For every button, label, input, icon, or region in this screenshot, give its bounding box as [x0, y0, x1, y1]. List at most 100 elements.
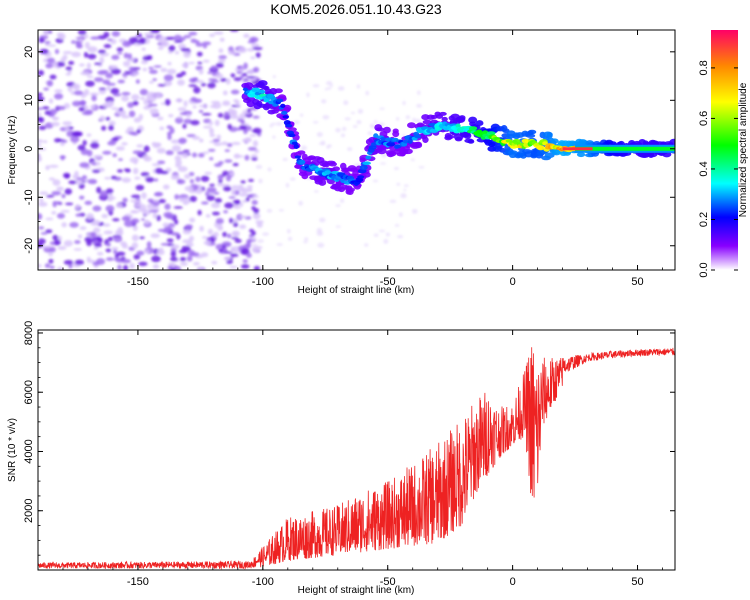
noise-speck	[337, 86, 345, 91]
noise-speck	[71, 131, 82, 137]
noise-speck	[231, 185, 240, 190]
noise-speck	[234, 68, 240, 72]
noise-speck	[148, 80, 154, 84]
noise-speck	[121, 115, 130, 119]
noise-speck	[151, 163, 161, 167]
noise-speck	[252, 195, 259, 198]
noise-speck	[160, 67, 168, 73]
noise-speck	[78, 106, 85, 112]
noise-speck	[121, 243, 129, 249]
noise-speck	[201, 113, 212, 116]
noise-speck	[142, 67, 148, 72]
noise-speck	[136, 129, 142, 134]
noise-speck	[86, 62, 92, 69]
ridge-core	[486, 131, 496, 136]
ridge-halo	[297, 150, 306, 155]
noise-speck	[174, 50, 180, 55]
noise-speck	[75, 213, 82, 217]
noise-speck	[67, 86, 73, 92]
noise-speck	[49, 74, 57, 80]
noise-speck	[129, 262, 135, 269]
noise-speck	[96, 251, 104, 256]
noise-speck	[110, 175, 117, 180]
y-tick-label: 6000	[23, 380, 35, 404]
colorbar-tick-label: 0.2	[698, 212, 710, 227]
noise-speck	[199, 138, 204, 143]
ridge-core	[280, 103, 286, 108]
noise-speck	[72, 84, 79, 89]
ridge-halo	[392, 130, 400, 138]
noise-speck	[201, 236, 208, 239]
noise-speck	[87, 178, 98, 185]
noise-speck	[38, 92, 43, 97]
noise-speck	[183, 51, 191, 58]
noise-speck	[403, 188, 407, 192]
noise-speck	[136, 144, 144, 148]
noise-speck	[149, 103, 158, 107]
noise-speck	[403, 184, 409, 187]
noise-speck	[233, 99, 239, 103]
noise-speck	[224, 159, 233, 163]
noise-speck	[211, 211, 221, 216]
noise-speck	[108, 125, 114, 131]
noise-speck	[93, 154, 103, 159]
noise-speck	[105, 205, 115, 212]
noise-speck	[165, 167, 172, 173]
noise-speck	[64, 125, 70, 132]
ridge-tail-inner	[575, 146, 675, 151]
noise-speck	[240, 264, 250, 269]
noise-speck	[231, 189, 236, 196]
x-tick-label: -50	[380, 276, 396, 288]
ridge-halo	[507, 150, 518, 155]
noise-speck	[352, 125, 358, 128]
noise-speck	[209, 157, 214, 161]
noise-speck	[132, 100, 139, 106]
noise-speck	[168, 36, 176, 40]
noise-speck	[206, 186, 217, 193]
noise-speck	[198, 152, 205, 158]
noise-speck	[239, 202, 244, 207]
noise-speck	[47, 44, 57, 47]
noise-speck	[75, 180, 83, 186]
noise-speck	[44, 41, 51, 44]
noise-speck	[228, 108, 235, 114]
noise-speck	[79, 226, 87, 230]
noise-speck	[219, 37, 225, 42]
ridge-core	[299, 159, 306, 165]
ridge-halo	[669, 138, 675, 146]
noise-speck	[113, 236, 123, 243]
noise-speck	[129, 157, 139, 163]
noise-speck	[117, 169, 123, 173]
noise-speck	[327, 144, 332, 148]
noise-speck	[215, 217, 224, 225]
noise-speck	[195, 42, 204, 47]
ridge-halo	[439, 111, 447, 116]
noise-speck	[56, 186, 64, 192]
ridge-core	[368, 145, 377, 150]
noise-speck	[227, 123, 232, 130]
noise-speck	[183, 118, 192, 124]
ridge-core	[359, 164, 368, 171]
noise-speck	[118, 107, 124, 112]
noise-speck	[174, 117, 184, 124]
noise-speck	[211, 260, 218, 265]
noise-speck	[223, 186, 232, 192]
noise-speck	[62, 121, 73, 126]
ridge-core	[281, 110, 288, 115]
noise-speck	[38, 213, 43, 220]
noise-speck	[52, 116, 60, 121]
noise-speck	[61, 139, 68, 143]
noise-speck	[149, 69, 158, 75]
ridge-halo	[414, 141, 423, 149]
noise-speck	[247, 146, 257, 151]
noise-speck	[117, 52, 123, 55]
noise-speck	[320, 140, 326, 146]
ridge-core	[402, 139, 409, 144]
noise-speck	[175, 98, 183, 103]
noise-speck	[177, 115, 183, 119]
noise-speck	[106, 38, 113, 42]
x-tick-label: -150	[127, 276, 149, 288]
noise-speck	[247, 68, 255, 75]
noise-speck	[60, 155, 65, 161]
noise-speck	[188, 31, 198, 36]
